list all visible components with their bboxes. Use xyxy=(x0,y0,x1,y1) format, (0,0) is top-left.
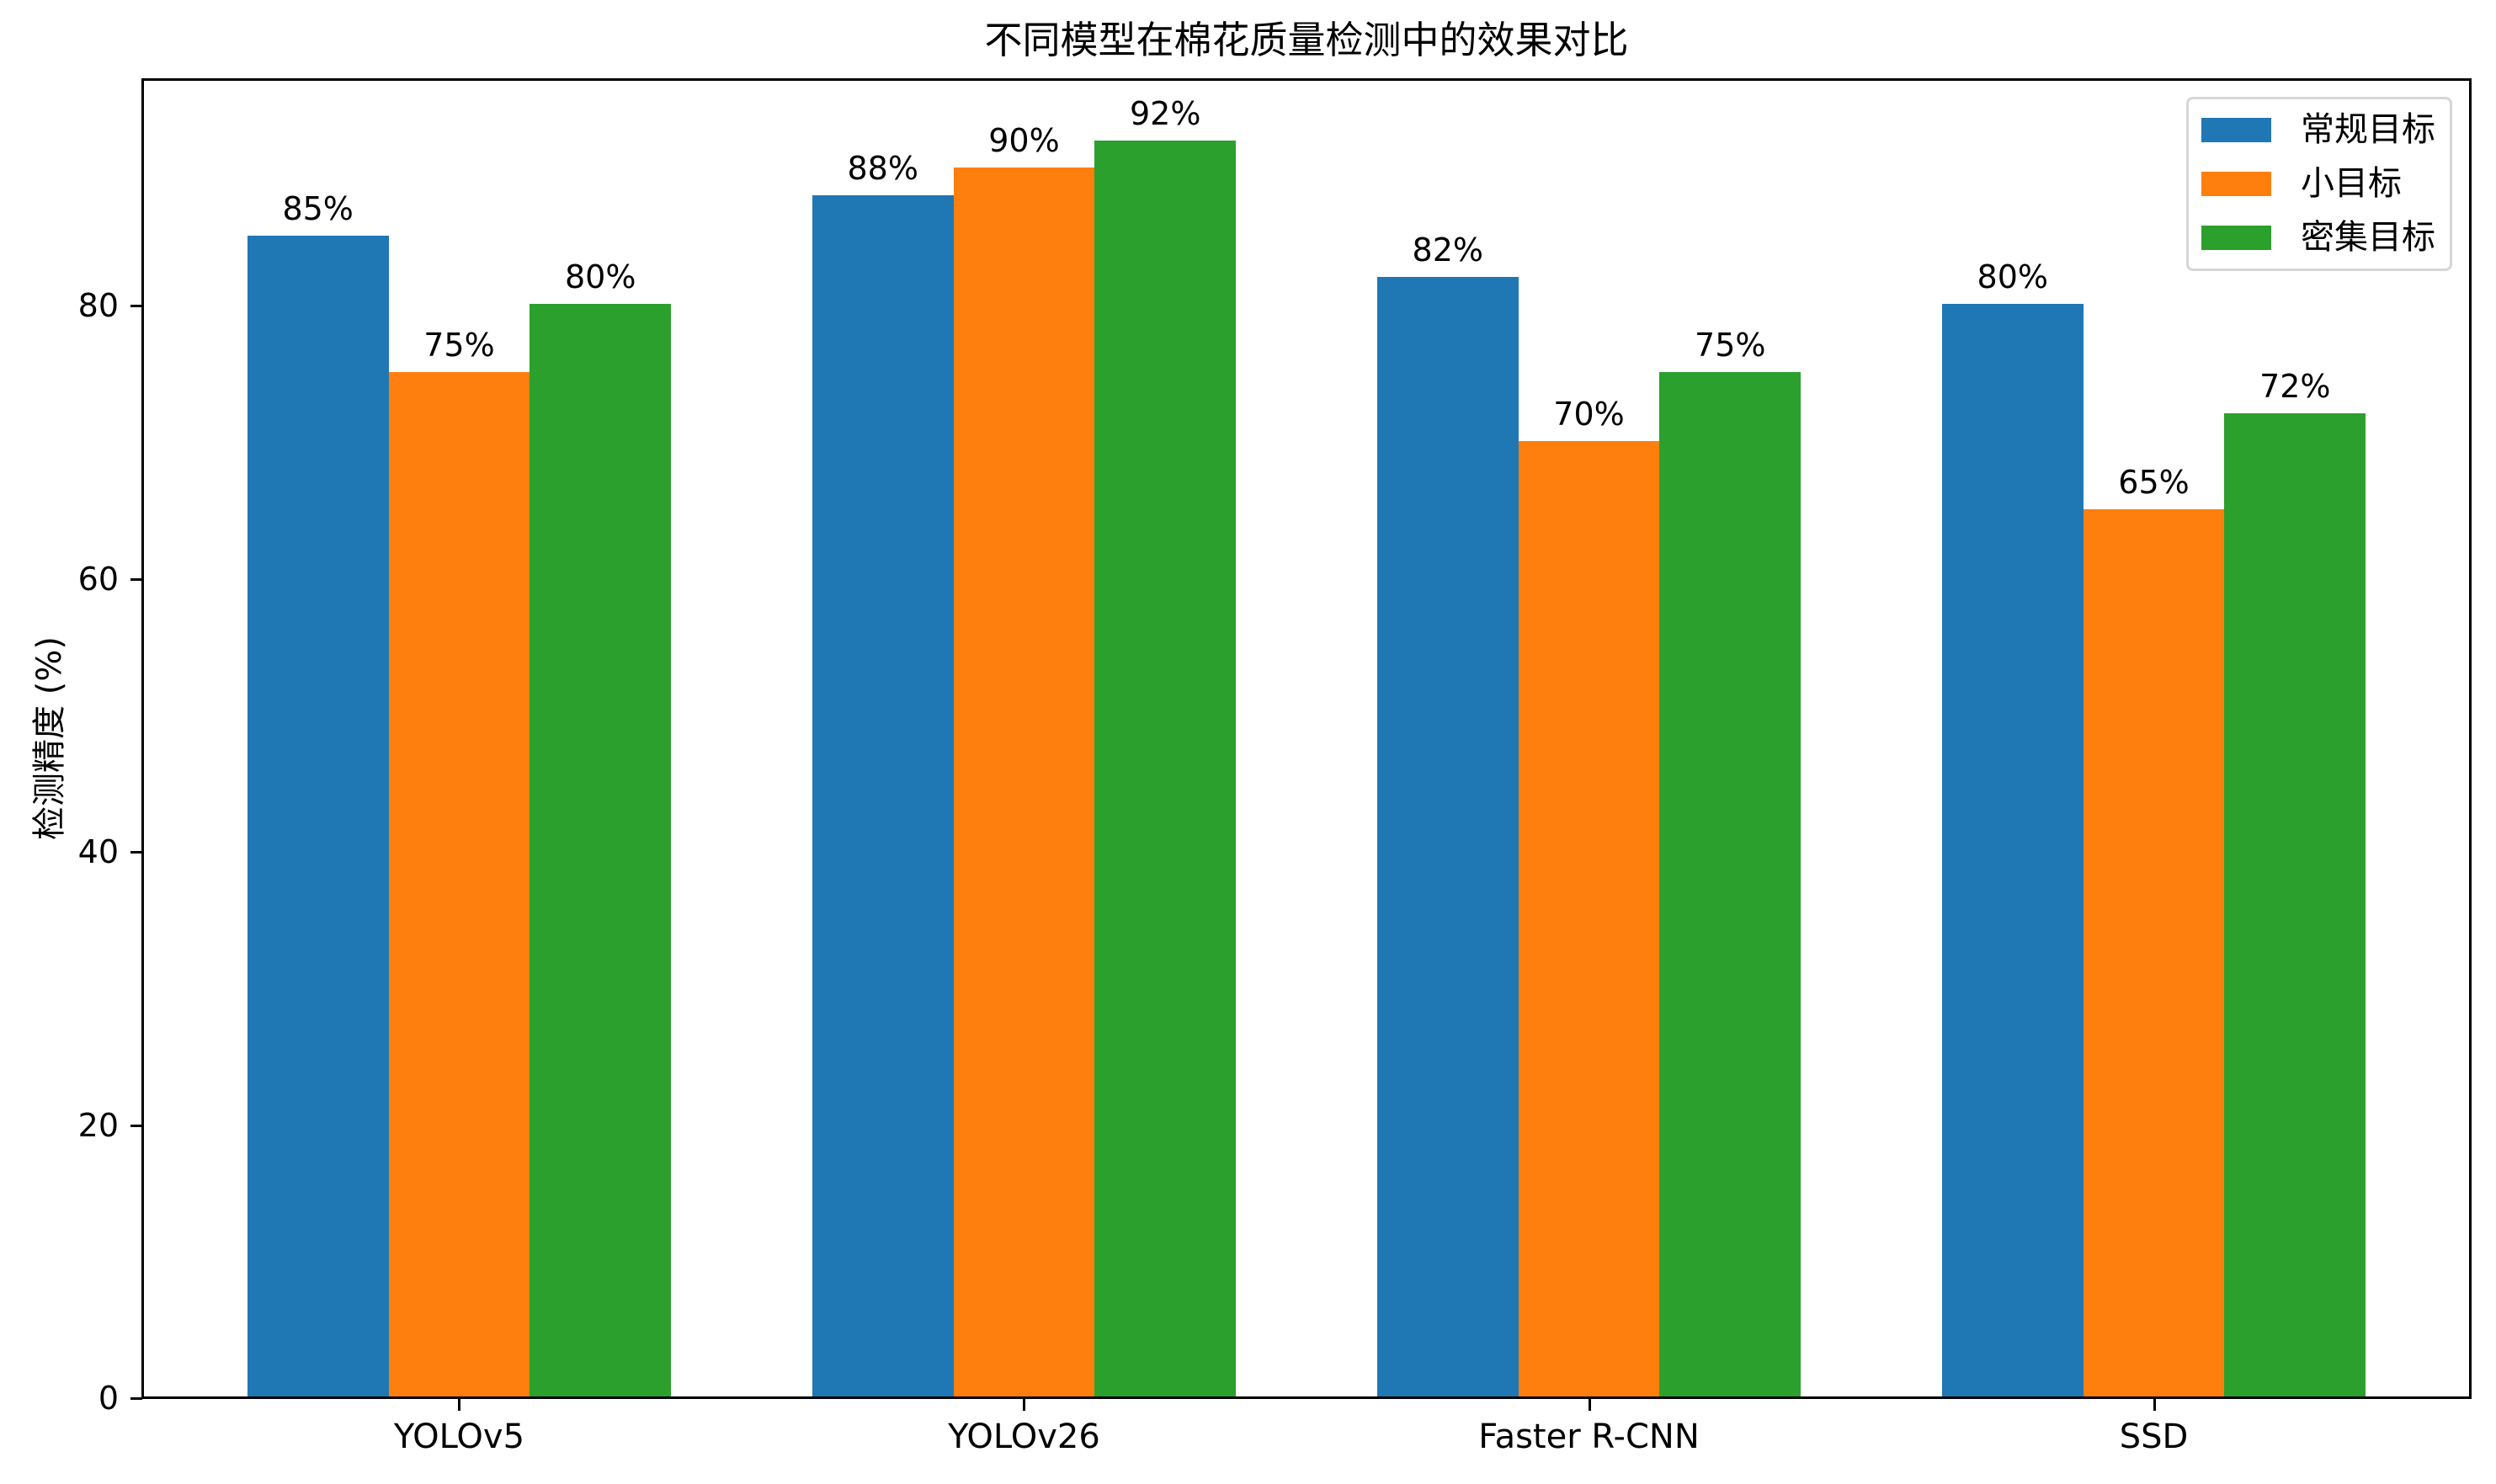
bar-yolov26-0 xyxy=(812,194,954,1396)
y-tick-label: 0 xyxy=(98,1380,119,1417)
bar-value-label: 92% xyxy=(1130,94,1201,132)
legend-item-dense: 密集目标 xyxy=(2201,221,2435,254)
bar-value-label: 80% xyxy=(564,258,636,296)
bar-yolov26-2 xyxy=(1094,140,1237,1396)
bar-value-label: 65% xyxy=(2118,463,2190,501)
x-tick xyxy=(1588,1399,1591,1411)
bar-value-label: 88% xyxy=(847,149,918,187)
y-tick xyxy=(130,305,142,308)
bar-yolov5-0 xyxy=(247,236,389,1396)
bar-faster-r-cnn-1 xyxy=(1518,440,1660,1396)
bar-value-label: 90% xyxy=(988,122,1060,160)
legend-item-regular: 常规目标 xyxy=(2201,113,2435,146)
legend: 常规目标 小目标 密集目标 xyxy=(2186,97,2452,271)
legend-label: 密集目标 xyxy=(2301,218,2435,257)
y-tick-label: 80 xyxy=(77,287,119,325)
legend-swatch-regular xyxy=(2201,117,2271,142)
bar-value-label: 82% xyxy=(1412,231,1483,269)
chart-title: 不同模型在棉花质量检测中的效果对比 xyxy=(984,18,1629,62)
bar-value-label: 85% xyxy=(282,190,354,228)
bar-faster-r-cnn-2 xyxy=(1659,372,1801,1396)
bar-value-label: 75% xyxy=(1695,327,1766,364)
y-tick xyxy=(130,1124,142,1127)
bar-value-label: 72% xyxy=(2259,368,2331,406)
bar-ssd-1 xyxy=(2083,508,2225,1396)
x-tick xyxy=(2153,1399,2156,1411)
y-tick-label: 20 xyxy=(77,1106,119,1144)
bar-value-label: 80% xyxy=(1977,258,2049,296)
y-tick-label: 40 xyxy=(77,833,119,871)
x-tick xyxy=(1023,1399,1026,1411)
legend-swatch-dense xyxy=(2201,225,2271,250)
bar-yolov26-1 xyxy=(953,168,1095,1396)
legend-label: 小目标 xyxy=(2301,164,2402,203)
y-tick xyxy=(130,577,142,581)
bar-faster-r-cnn-0 xyxy=(1376,276,1519,1396)
y-axis-label: 检测精度 (%) xyxy=(30,636,69,840)
x-tick-label: YOLOv26 xyxy=(948,1418,1100,1456)
bar-ssd-0 xyxy=(1941,304,2084,1396)
y-tick-label: 60 xyxy=(77,560,119,598)
x-tick-label: SSD xyxy=(2119,1418,2189,1456)
bar-value-label: 70% xyxy=(1553,395,1625,433)
bar-value-label: 75% xyxy=(423,327,495,364)
plot-area: 85% 75% 80% YOLOv5 88% 90% 92% YOLOv26 82% 70% 75%… xyxy=(78,78,2472,1456)
x-tick-label: YOLOv5 xyxy=(393,1418,525,1456)
y-tick xyxy=(130,1397,142,1400)
y-tick xyxy=(130,851,142,854)
legend-item-small: 小目标 xyxy=(2201,167,2402,200)
legend-label: 常规目标 xyxy=(2301,110,2435,149)
bar-ssd-2 xyxy=(2224,413,2366,1396)
bar-yolov5-1 xyxy=(388,372,530,1396)
x-tick xyxy=(458,1399,461,1411)
legend-swatch-small xyxy=(2201,171,2271,196)
bar-yolov5-2 xyxy=(530,304,672,1396)
x-tick-label: Faster R-CNN xyxy=(1478,1418,1700,1456)
